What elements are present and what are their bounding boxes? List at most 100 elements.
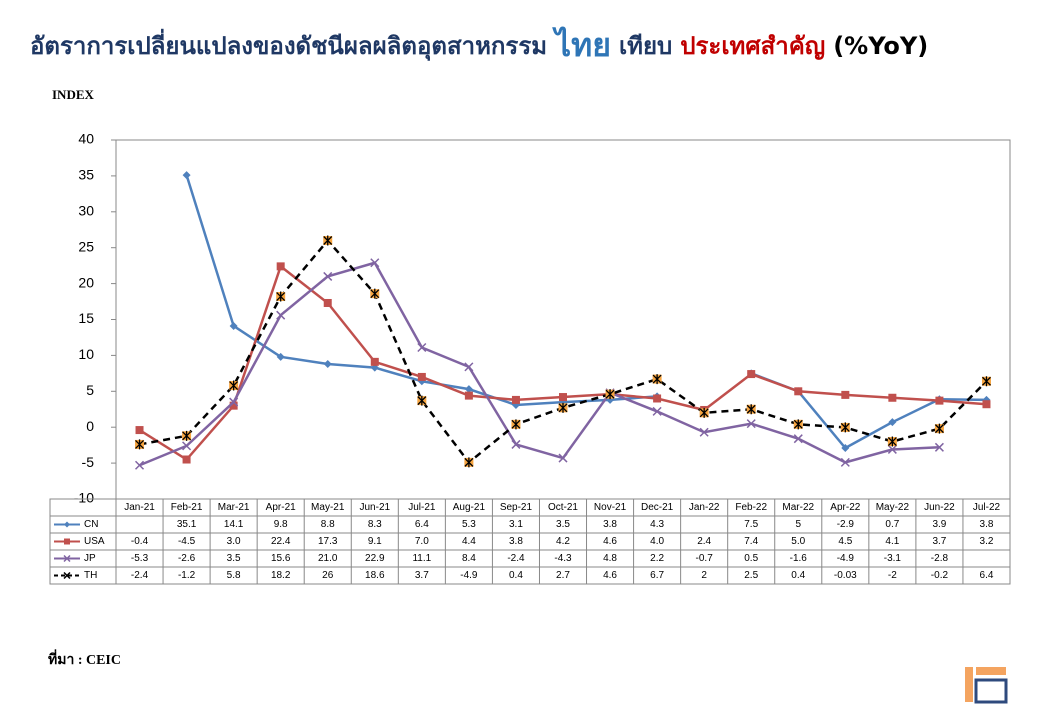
data-label: -2: [888, 570, 897, 581]
marker-star: [840, 422, 850, 433]
marker: [135, 439, 145, 450]
x-tick-label: Sep-21: [500, 502, 533, 513]
data-label: 5.3: [462, 519, 476, 530]
legend-marker: [64, 521, 70, 528]
data-label: 8.8: [321, 519, 335, 530]
marker: [746, 419, 756, 429]
title-part: ประเทศสำคัญ: [680, 32, 825, 60]
data-label: 18.6: [365, 570, 385, 581]
data-label: 0.4: [791, 570, 805, 581]
data-label: 6.4: [980, 570, 994, 581]
data-label: 8.3: [368, 519, 382, 530]
marker: [840, 457, 850, 467]
data-label: 5.8: [227, 570, 241, 581]
x-tick-label: Oct-21: [548, 502, 578, 513]
x-tick-label: Nov-21: [594, 502, 627, 513]
legend-label: JP: [84, 553, 96, 564]
marker: [370, 258, 380, 268]
y-tick-label: 10: [78, 346, 94, 362]
x-tick-label: Jul-21: [408, 502, 436, 513]
data-label: 7.5: [744, 519, 758, 530]
marker: [981, 376, 991, 387]
marker: [323, 235, 333, 246]
data-label: 3.7: [415, 570, 429, 581]
data-label: 3.1: [509, 519, 523, 530]
marker: [699, 407, 709, 418]
x-tick-label: Jan-21: [124, 502, 155, 513]
marker: [464, 457, 474, 468]
marker: [793, 419, 803, 430]
marker: [747, 370, 756, 379]
data-label: -2.4: [507, 553, 525, 564]
data-label: -1.6: [790, 553, 808, 564]
x-tick-label: May-22: [876, 502, 910, 513]
marker-star: [699, 407, 709, 418]
marker: [934, 423, 944, 434]
data-label: -5.3: [131, 553, 149, 564]
y-tick-label: 0: [86, 418, 94, 434]
y-tick-label: -5: [82, 454, 95, 470]
marker-star: [887, 436, 897, 447]
data-label: 4.6: [603, 536, 617, 547]
line: [139, 238, 988, 465]
marker: [229, 380, 239, 391]
marker-star: [746, 404, 756, 415]
data-label: -4.9: [837, 553, 855, 564]
marker: [323, 360, 332, 369]
data-label: 7.0: [415, 536, 429, 547]
y-tick-label: 25: [78, 238, 94, 254]
data-label: 15.6: [271, 553, 291, 564]
title-part: เทียบ: [619, 32, 672, 60]
marker: [511, 439, 521, 449]
marker-star: [417, 395, 427, 406]
data-label: 3.2: [980, 536, 994, 547]
legend-marker: [63, 571, 71, 580]
marker: [276, 262, 285, 271]
data-label: -4.5: [178, 536, 196, 547]
marker: [558, 453, 568, 463]
data-label: -0.7: [696, 553, 714, 564]
data-label: -2.6: [178, 553, 196, 564]
data-label: 0.7: [885, 519, 899, 530]
data-label: 3.7: [932, 536, 946, 547]
data-label: -4.3: [554, 553, 572, 564]
marker-star: [982, 376, 991, 387]
marker: [464, 362, 474, 372]
x-tick-label: Feb-21: [171, 502, 203, 513]
legend-label: TH: [84, 570, 97, 581]
marker: [370, 288, 380, 299]
marker: [417, 395, 427, 406]
data-label: 5: [795, 519, 801, 530]
marker: [135, 426, 144, 435]
data-label: 0.4: [509, 570, 523, 581]
data-label: 4.1: [885, 536, 899, 547]
logo-bar: [976, 667, 1006, 675]
x-tick-label: Mar-22: [782, 502, 814, 513]
marker: [887, 436, 897, 447]
marker: [652, 374, 662, 385]
data-label: 4.5: [838, 536, 852, 547]
data-label: 2: [701, 570, 707, 581]
data-label: 26: [322, 570, 334, 581]
series: [182, 171, 991, 453]
y-tick-label: 35: [78, 167, 94, 183]
data-label: -3.1: [884, 553, 902, 564]
marker: [323, 271, 333, 281]
title-part: (%YoY): [833, 32, 928, 60]
series: [135, 262, 991, 464]
marker: [652, 406, 662, 416]
data-label: 3.0: [227, 536, 241, 547]
data-label: -2.8: [931, 553, 949, 564]
marker-star: [135, 439, 144, 450]
data-label: -2.9: [837, 519, 855, 530]
data-label: 35.1: [177, 519, 197, 530]
data-label: 3.5: [227, 553, 241, 564]
x-tick-label: Apr-21: [266, 502, 296, 513]
marker: [699, 427, 709, 437]
x-tick-label: Dec-21: [641, 502, 674, 513]
data-label: 6.4: [415, 519, 429, 530]
legend-marker: [64, 538, 70, 545]
marker: [276, 352, 285, 361]
